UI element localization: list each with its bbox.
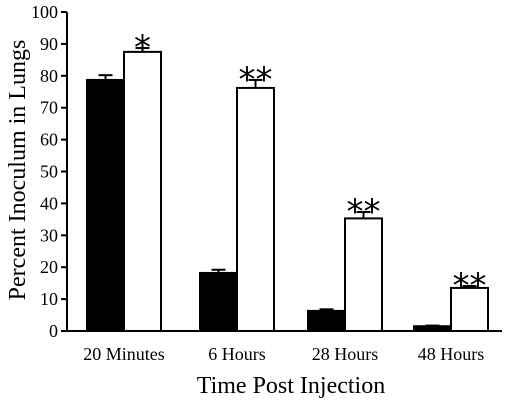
significance-marker: ** [453,266,487,306]
bar [344,217,383,333]
y-tick-label: 10 [40,289,58,309]
x-tick-label: 20 Minutes [83,344,165,364]
y-tick-label: 20 [40,257,58,277]
bar [199,271,238,332]
bars [86,47,489,333]
y-tick-label: 100 [31,2,58,22]
y-axis: 0 10 20 30 40 50 60 70 80 90 100 [31,2,68,341]
y-tick-label: 0 [49,321,58,341]
y-tick-label: 60 [40,130,58,150]
y-tick-label: 50 [40,162,58,182]
x-tick-label: 48 Hours [418,344,485,364]
y-tick-label: 80 [40,66,58,86]
y-axis-title: Percent Inoculum in Lungs [5,40,31,301]
x-tick-label: 6 Hours [208,344,266,364]
significance-annotations: ******* [134,28,487,306]
bar [307,309,346,333]
bar [236,86,275,332]
significance-marker: ** [347,192,381,232]
y-tick-label: 30 [40,225,58,245]
y-tick-label: 90 [40,34,58,54]
bar [123,50,162,332]
significance-marker: * [134,28,151,68]
x-axis: 20 Minutes 6 Hours 28 Hours 48 Hours [66,330,502,364]
bar [86,78,125,332]
y-tick-label: 70 [40,98,58,118]
y-tick-label: 40 [40,193,58,213]
x-axis-title: Time Post Injection [197,373,385,399]
significance-marker: ** [239,60,273,100]
x-tick-label: 28 Hours [312,344,379,364]
bar [450,286,489,332]
bar [413,325,452,332]
